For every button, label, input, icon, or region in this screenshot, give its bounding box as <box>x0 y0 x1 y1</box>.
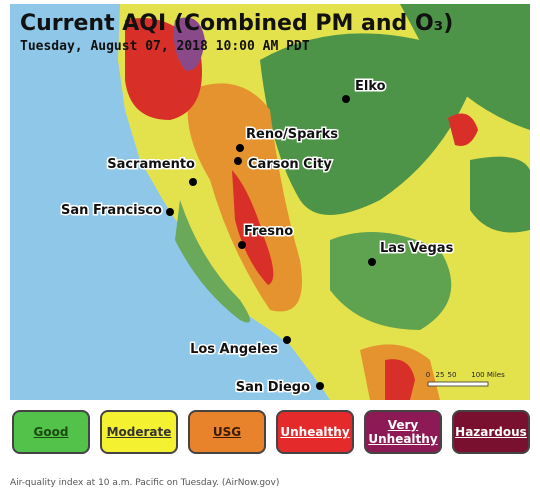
unhealthy-region <box>232 170 274 285</box>
city-dot <box>236 144 244 152</box>
map-title: Current AQI (Combined PM and O₃) <box>20 11 453 36</box>
good-region <box>470 156 530 233</box>
scale-label: 50 <box>448 371 457 379</box>
city-label: Carson City <box>248 157 332 172</box>
caption: Air-quality index at 10 a.m. Pacific on … <box>10 478 280 488</box>
city-dot <box>368 258 376 266</box>
city-label: San Francisco <box>61 203 162 218</box>
scale-label: 0 <box>426 371 430 379</box>
good-region <box>175 200 250 323</box>
legend-item: USG <box>188 410 266 454</box>
scale-bar: 0 25 50 100 Miles <box>426 371 505 387</box>
city-label: Sacramento <box>107 157 195 172</box>
unhealthy-region <box>448 113 478 146</box>
good-region <box>260 33 470 216</box>
scale-label: 25 <box>436 371 445 379</box>
city-label: Reno/Sparks <box>246 127 338 142</box>
good-region <box>400 4 530 130</box>
city-dot <box>283 336 291 344</box>
map-subtitle: Tuesday, August 07, 2018 10:00 AM PDT <box>20 39 310 54</box>
legend-item: Unhealthy <box>276 410 354 454</box>
city-dot <box>234 157 242 165</box>
city-dot <box>342 95 350 103</box>
legend: Good Moderate USG Unhealthy Very Unhealthy Ha… <box>12 410 530 460</box>
unhealthy-region <box>385 359 415 400</box>
legend-item: Moderate <box>100 410 178 454</box>
city-dot <box>316 382 324 390</box>
city-label: San Diego <box>236 380 310 395</box>
city-label: Elko <box>355 79 386 94</box>
city-dot <box>238 241 246 249</box>
legend-item: Very Unhealthy <box>364 410 442 454</box>
good-region <box>330 232 452 330</box>
city-label: Los Angeles <box>190 342 278 357</box>
city-dot <box>189 178 197 186</box>
scale-label: 100 Miles <box>471 371 505 379</box>
city-label: Las Vegas <box>380 241 454 256</box>
legend-item: Hazardous <box>452 410 530 454</box>
city-label: Fresno <box>244 224 293 239</box>
aqi-map: Current AQI (Combined PM and O₃) Tuesday… <box>10 4 530 400</box>
city-dot <box>166 208 174 216</box>
very-unhealthy-region <box>173 17 205 71</box>
legend-item: Good <box>12 410 90 454</box>
scale-bar-rect <box>427 381 489 387</box>
